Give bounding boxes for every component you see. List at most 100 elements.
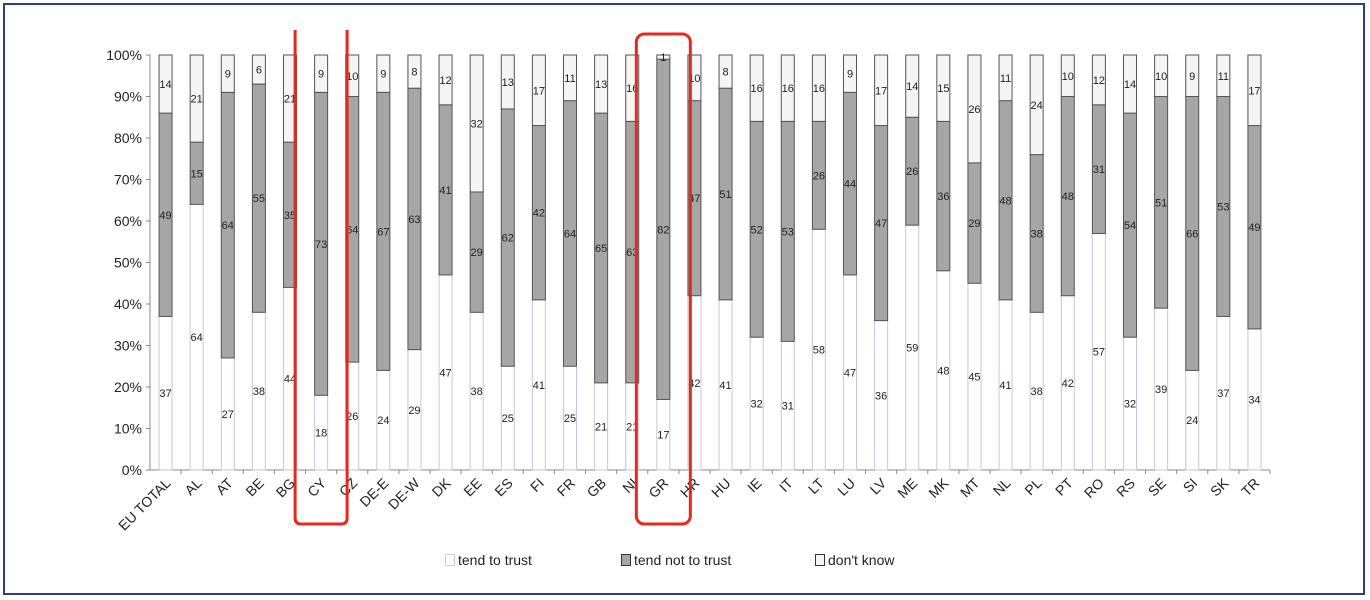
data-label-dont-know: 11 <box>564 73 575 85</box>
data-label-not-trust: 29 <box>968 218 980 230</box>
data-label-trust: 47 <box>439 367 451 379</box>
y-tick-label: 70% <box>114 172 142 188</box>
bar-dont-know <box>251 54 266 85</box>
data-label-dont-know: 13 <box>595 79 607 91</box>
data-label-dont-know: 24 <box>1031 100 1043 112</box>
x-tick-label: RS <box>1113 475 1138 500</box>
data-label-dont-know: 14 <box>159 79 171 91</box>
data-label-not-trust: 64 <box>346 224 358 236</box>
data-label-trust: 36 <box>875 390 887 402</box>
data-label-dont-know: 10 <box>1062 71 1074 83</box>
bar-dont-know <box>594 54 609 114</box>
data-label-dont-know: 16 <box>751 83 763 95</box>
x-tick-label: SE <box>1145 475 1170 500</box>
bar-dont-know <box>780 54 795 122</box>
bar-dont-know <box>1060 54 1075 97</box>
y-tick-label: 0% <box>122 462 142 478</box>
x-tick-label: AT <box>213 474 237 498</box>
data-label-not-trust: 53 <box>782 226 794 238</box>
bar-dont-know <box>749 54 764 122</box>
bar-dont-know <box>905 54 920 118</box>
data-label-trust: 31 <box>782 401 794 413</box>
x-tick-label: MK <box>925 474 952 501</box>
y-tick-label: 40% <box>114 296 142 312</box>
data-label-trust: 37 <box>1217 388 1229 400</box>
data-label-dont-know: 8 <box>411 67 417 79</box>
data-label-trust: 21 <box>595 421 607 433</box>
data-label-not-trust: 15 <box>191 168 203 180</box>
x-tick-label: IE <box>744 475 765 496</box>
x-tick-label: EE <box>460 475 485 500</box>
data-label-trust: 45 <box>968 372 980 384</box>
y-tick-label: 50% <box>114 255 142 271</box>
data-label-dont-know: 1 <box>660 52 666 64</box>
data-label-dont-know: 9 <box>847 69 853 81</box>
x-tick-label: TR <box>1238 475 1263 500</box>
bar-dont-know <box>1123 54 1137 114</box>
bar-dont-know <box>874 54 889 127</box>
data-label-not-trust: 31 <box>1093 164 1105 176</box>
data-label-trust: 57 <box>1093 347 1105 359</box>
y-tick-label: 80% <box>114 130 142 146</box>
data-label-trust: 25 <box>564 413 576 425</box>
x-tick-label: HU <box>708 475 734 501</box>
data-label-not-trust: 64 <box>222 220 234 232</box>
data-label-dont-know: 32 <box>471 118 483 130</box>
x-tick-label: PT <box>1052 474 1076 498</box>
data-label-not-trust: 64 <box>564 228 576 240</box>
legend-item-dont-know: don't know <box>815 552 895 568</box>
x-tick-label: IT <box>776 474 796 494</box>
highlight-box-cy <box>293 30 349 526</box>
data-label-not-trust: 63 <box>408 214 420 226</box>
data-label-dont-know: 9 <box>318 69 324 81</box>
data-label-dont-know: 9 <box>380 69 386 81</box>
data-label-not-trust: 47 <box>875 218 887 230</box>
legend-label-not-trust: tend not to trust <box>634 552 732 568</box>
y-tick-label: 100% <box>106 47 142 63</box>
x-tick-label: LU <box>834 475 858 499</box>
bar-dont-know <box>376 54 391 93</box>
data-label-not-trust: 49 <box>1248 222 1260 234</box>
legend-swatch-trust <box>445 554 455 566</box>
data-label-not-trust: 29 <box>471 247 483 259</box>
data-label-dont-know: 11 <box>1000 73 1011 85</box>
bar-dont-know <box>1154 54 1169 97</box>
x-tick-label: ES <box>491 475 516 500</box>
data-label-trust: 25 <box>502 413 514 425</box>
bar-dont-know <box>314 54 329 93</box>
bar-dont-know <box>469 54 484 193</box>
bar-dont-know <box>936 54 951 122</box>
legend-swatch-not-trust <box>621 554 631 566</box>
data-label-not-trust: 82 <box>657 224 669 236</box>
data-label-dont-know: 17 <box>1248 85 1260 97</box>
legend-label-trust: tend to trust <box>458 552 532 568</box>
y-tick-label: 60% <box>114 213 142 229</box>
data-label-not-trust: 44 <box>844 179 856 191</box>
x-tick-label: SI <box>1180 475 1201 496</box>
data-label-not-trust: 55 <box>253 193 265 205</box>
data-label-trust: 32 <box>751 399 763 411</box>
data-label-not-trust: 73 <box>315 239 327 251</box>
data-label-dont-know: 17 <box>533 85 545 97</box>
data-label-dont-know: 9 <box>225 69 231 81</box>
data-label-not-trust: 65 <box>595 243 607 255</box>
bar-dont-know <box>220 54 235 93</box>
x-tick-label: BE <box>242 475 267 500</box>
bar-dont-know <box>563 54 577 102</box>
data-label-trust: 47 <box>844 367 856 379</box>
data-label-not-trust: 35 <box>284 210 296 222</box>
data-label-trust: 58 <box>813 345 825 357</box>
data-label-trust: 59 <box>906 343 918 355</box>
data-label-trust: 48 <box>937 365 949 377</box>
x-tick-label: DK <box>429 474 455 500</box>
data-label-trust: 64 <box>191 332 203 344</box>
data-label-dont-know: 11 <box>1218 71 1229 83</box>
data-label-dont-know: 21 <box>284 94 296 106</box>
data-label-trust: 42 <box>1062 378 1074 390</box>
legend-swatch-dont-know <box>815 554 825 566</box>
data-label-dont-know: 12 <box>439 75 451 87</box>
x-tick-label: PL <box>1021 475 1045 499</box>
data-label-dont-know: 16 <box>782 83 794 95</box>
data-label-trust: 18 <box>315 428 327 440</box>
data-label-dont-know: 13 <box>502 77 514 89</box>
